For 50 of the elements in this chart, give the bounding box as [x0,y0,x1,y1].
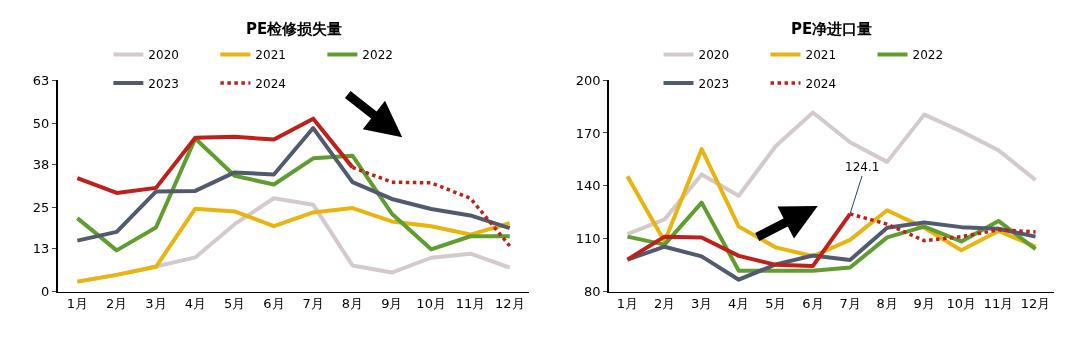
annotation: 124.1 [845,160,880,174]
legend-label: 2024 [805,76,837,91]
y-tick-label: 110 [575,231,601,247]
line-series [75,126,512,243]
x-tick-label: 1月 [66,296,88,312]
x-tick-label: 9月 [381,296,403,312]
legend-label: 2024 [255,76,286,91]
legend-label: 2023 [698,76,730,91]
y-tick-label: 63 [32,72,50,88]
legend-label: 2021 [255,48,286,63]
y-tick-label: 80 [584,284,601,300]
x-tick-label: 4月 [728,296,750,312]
x-tick-label: 10月 [946,296,977,312]
legend-label: 2020 [698,48,730,63]
y-tick-label: 200 [575,72,601,88]
x-tick-label: 7月 [302,296,324,312]
x-tick-label: 10月 [416,296,446,312]
y-tick-label: 13 [32,240,50,256]
y-tick-label: 38 [32,156,50,172]
legend-label: 2020 [148,48,179,63]
y-tick-label: 0 [41,284,50,300]
x-tick-label: 5月 [223,296,246,312]
legend-label: 2022 [912,48,944,63]
chart-title: PE净进口量 [791,20,873,38]
y-tick-label: 50 [32,116,50,132]
x-tick-label: 8月 [341,296,364,312]
x-tick-label: 6月 [802,296,824,312]
x-tick-label: 12月 [1020,296,1051,312]
x-tick-label: 11月 [455,296,486,312]
line-series [625,110,1038,237]
y-tick-label: 170 [575,125,601,141]
legend-label: 2023 [148,76,179,91]
x-tick-label: 4月 [184,296,206,312]
x-tick-label: 3月 [145,296,167,312]
x-tick-label: 7月 [839,296,861,312]
legend-label: 2022 [362,48,393,63]
y-tick-label: 140 [575,178,601,194]
x-tick-label: 5月 [765,296,787,312]
y-tick-label: 25 [32,200,50,216]
x-tick-label: 12月 [494,296,525,312]
x-tick-label: 9月 [913,296,935,312]
x-tick-label: 11月 [983,296,1014,312]
x-tick-label: 1月 [616,296,639,312]
x-tick-label: 6月 [263,296,285,312]
x-tick-label: 3月 [691,296,713,312]
x-tick-label: 2月 [106,296,128,312]
x-tick-label: 8月 [876,296,898,312]
chart-title: PE检修损失量 [246,20,343,38]
legend-label: 2021 [805,48,837,63]
x-tick-label: 2月 [653,296,676,312]
